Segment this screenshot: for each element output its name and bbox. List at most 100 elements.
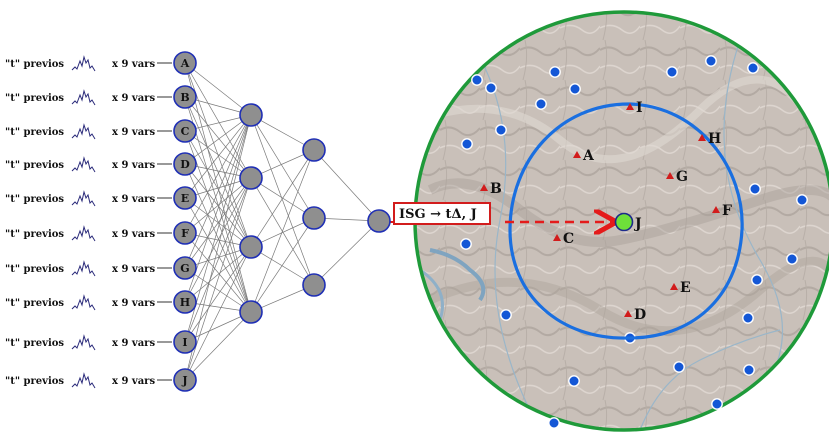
station-label: E	[680, 280, 691, 296]
connection-edge	[184, 114, 252, 234]
input-node	[173, 51, 197, 75]
input-row: "t" previos x 9 vars C	[5, 119, 197, 143]
input-node	[173, 85, 197, 109]
connection-edge	[184, 177, 252, 381]
blue-dot-marker	[786, 253, 798, 265]
stations-layer: A B C D E F G H I	[480, 100, 732, 323]
input-row: "t" previos x 9 vars G	[5, 256, 197, 280]
connection-edge	[184, 246, 252, 303]
input-node-letter: B	[180, 91, 189, 104]
connection-edge	[184, 62, 252, 313]
connection-edge	[250, 114, 315, 219]
input-multiplier-label: x 9 vars	[112, 127, 155, 138]
radius-circle	[508, 102, 744, 340]
connection-edge	[184, 246, 252, 343]
triangle-icon	[624, 310, 632, 317]
blue-dot-marker	[485, 82, 497, 94]
input-multiplier-label: x 9 vars	[112, 93, 155, 104]
input-node	[173, 186, 197, 210]
target-station: J	[614, 212, 642, 232]
connection-edge	[250, 149, 315, 248]
connection-edge	[313, 149, 380, 222]
connection-edge	[184, 232, 252, 313]
output-label-frame	[393, 202, 491, 225]
network-edges	[184, 62, 380, 381]
input-prefix-label: "t" previos	[5, 229, 64, 240]
input-node-letter: H	[180, 296, 190, 309]
blue-dot-marker	[742, 312, 754, 324]
station-marker: G	[666, 169, 688, 185]
input-multiplier-label: x 9 vars	[112, 376, 155, 387]
blue-dot-marker	[749, 183, 761, 195]
triangle-icon	[670, 283, 678, 290]
blue-dot-marker	[711, 398, 723, 410]
time-series-icon	[71, 156, 96, 173]
input-multiplier-label: x 9 vars	[112, 338, 155, 349]
input-node-letter: I	[182, 336, 187, 349]
hidden-node-layer-1	[239, 103, 263, 127]
time-series-icon	[71, 372, 96, 389]
input-row: "t" previos x 9 vars I	[5, 330, 197, 354]
triangle-icon	[480, 184, 488, 191]
triangle-icon	[573, 151, 581, 158]
time-series-icon	[71, 55, 96, 72]
network-nodes	[239, 103, 391, 324]
input-node	[173, 119, 197, 143]
input-prefix-label: "t" previos	[5, 298, 64, 309]
blue-dot-marker	[743, 364, 755, 376]
hidden-node-layer-1	[239, 166, 263, 190]
triangle-icon	[553, 234, 561, 241]
input-row: "t" previos x 9 vars A	[5, 51, 197, 75]
hidden-node-layer-1	[239, 235, 263, 259]
input-prefix-label: "t" previos	[5, 93, 64, 104]
hidden-node-layer-2	[302, 206, 326, 230]
input-node-letter: F	[181, 227, 189, 240]
blue-dot-marker	[751, 274, 763, 286]
input-node-letter: A	[180, 57, 190, 70]
station-label: C	[563, 231, 574, 247]
station-marker: F	[712, 203, 732, 219]
triangle-icon	[626, 103, 634, 110]
input-row: "t" previos x 9 vars F	[5, 221, 197, 245]
input-node-letter: E	[181, 192, 189, 205]
input-prefix-label: "t" previos	[5, 194, 64, 205]
triangle-icon	[712, 206, 720, 213]
connection-edge	[184, 130, 252, 248]
blue-dot-marker	[500, 309, 512, 321]
connection-edge	[184, 246, 252, 381]
station-label: H	[708, 131, 721, 147]
input-multiplier-label: x 9 vars	[112, 160, 155, 171]
station-label: B	[490, 181, 502, 197]
blue-dot-marker	[460, 238, 472, 250]
connection-edge	[184, 163, 252, 313]
time-series-icon	[71, 225, 96, 242]
input-prefix-label: "t" previos	[5, 376, 64, 387]
input-multiplier-label: x 9 vars	[112, 59, 155, 70]
time-series-icon	[71, 334, 96, 351]
input-node	[173, 368, 197, 392]
station-marker: B	[480, 181, 502, 197]
station-marker: H	[698, 131, 721, 147]
blue-dot-marker	[569, 83, 581, 95]
blue-dots-layer	[460, 55, 808, 429]
blue-dot-marker	[796, 194, 808, 206]
input-node-letter: C	[181, 125, 190, 138]
blue-dot-marker	[747, 62, 759, 74]
input-node-letter: G	[180, 262, 189, 275]
connection-edge	[313, 220, 380, 286]
blue-dot-marker	[705, 55, 717, 67]
input-node	[173, 330, 197, 354]
input-multiplier-label: x 9 vars	[112, 194, 155, 205]
output-label-text: ISG → tΔ, J	[399, 207, 477, 222]
connection-edge	[184, 197, 252, 313]
blue-dot-marker	[666, 66, 678, 78]
station-marker: I	[626, 100, 643, 116]
input-multiplier-label: x 9 vars	[112, 298, 155, 309]
station-marker: E	[670, 280, 691, 296]
connection-edge	[184, 62, 252, 116]
time-series-icon	[71, 260, 96, 277]
input-prefix-label: "t" previos	[5, 338, 64, 349]
input-node	[173, 152, 197, 176]
connection-edge	[184, 114, 252, 269]
station-label: D	[634, 307, 646, 323]
